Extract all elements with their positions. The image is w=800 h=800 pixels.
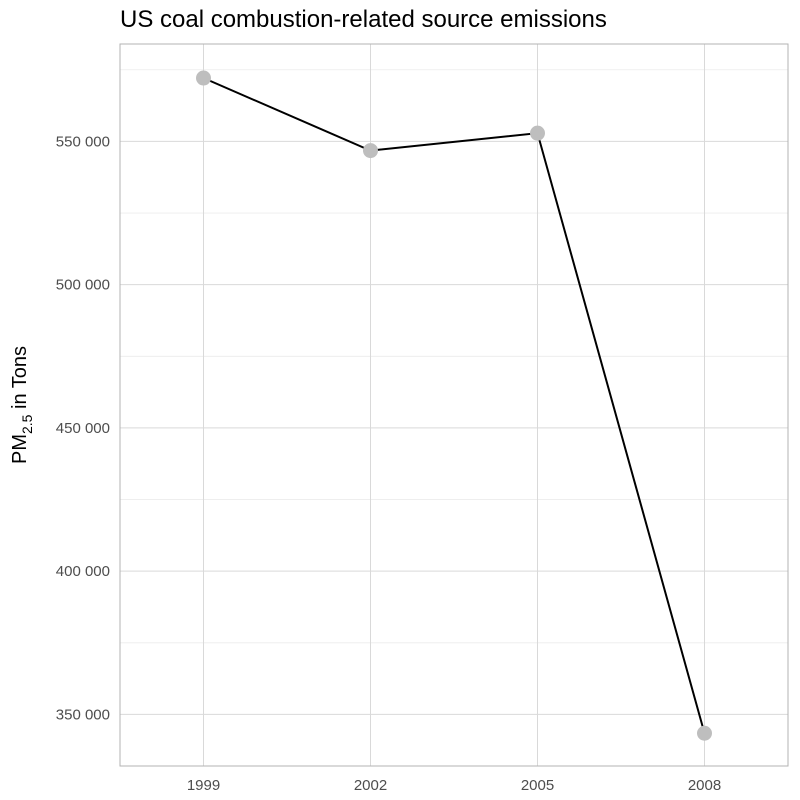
x-tick-label: 2005 <box>521 777 554 794</box>
data-point <box>697 725 712 741</box>
series <box>196 70 712 741</box>
y-axis-title-subscript: 2.5 <box>19 414 35 434</box>
y-tick-label: 450 000 <box>56 420 110 437</box>
data-point <box>196 70 211 86</box>
y-axis-ticks: 350 000 400 000 450 000 500 000 550 000 <box>56 133 110 723</box>
x-tick-label: 2008 <box>688 777 721 794</box>
y-tick-label: 400 000 <box>56 563 110 580</box>
y-tick-label: 500 000 <box>56 277 110 294</box>
grid <box>120 44 788 766</box>
series-line <box>203 77 706 734</box>
y-axis-title-rest: in Tons <box>9 346 31 415</box>
chart-title: US coal combustion-related source emissi… <box>120 6 607 33</box>
x-tick-label: 1999 <box>187 777 220 794</box>
data-point <box>530 125 545 141</box>
x-tick-label: 2002 <box>354 777 387 794</box>
panel-border <box>119 43 789 767</box>
y-tick-label: 350 000 <box>56 706 110 723</box>
x-axis-ticks: 1999 2002 2005 2008 <box>187 777 721 794</box>
y-axis-title-main: PM <box>9 434 31 464</box>
data-point <box>363 143 378 159</box>
y-tick-label: 550 000 <box>56 133 110 150</box>
y-axis-title: PM2.5 in Tons <box>9 346 35 464</box>
